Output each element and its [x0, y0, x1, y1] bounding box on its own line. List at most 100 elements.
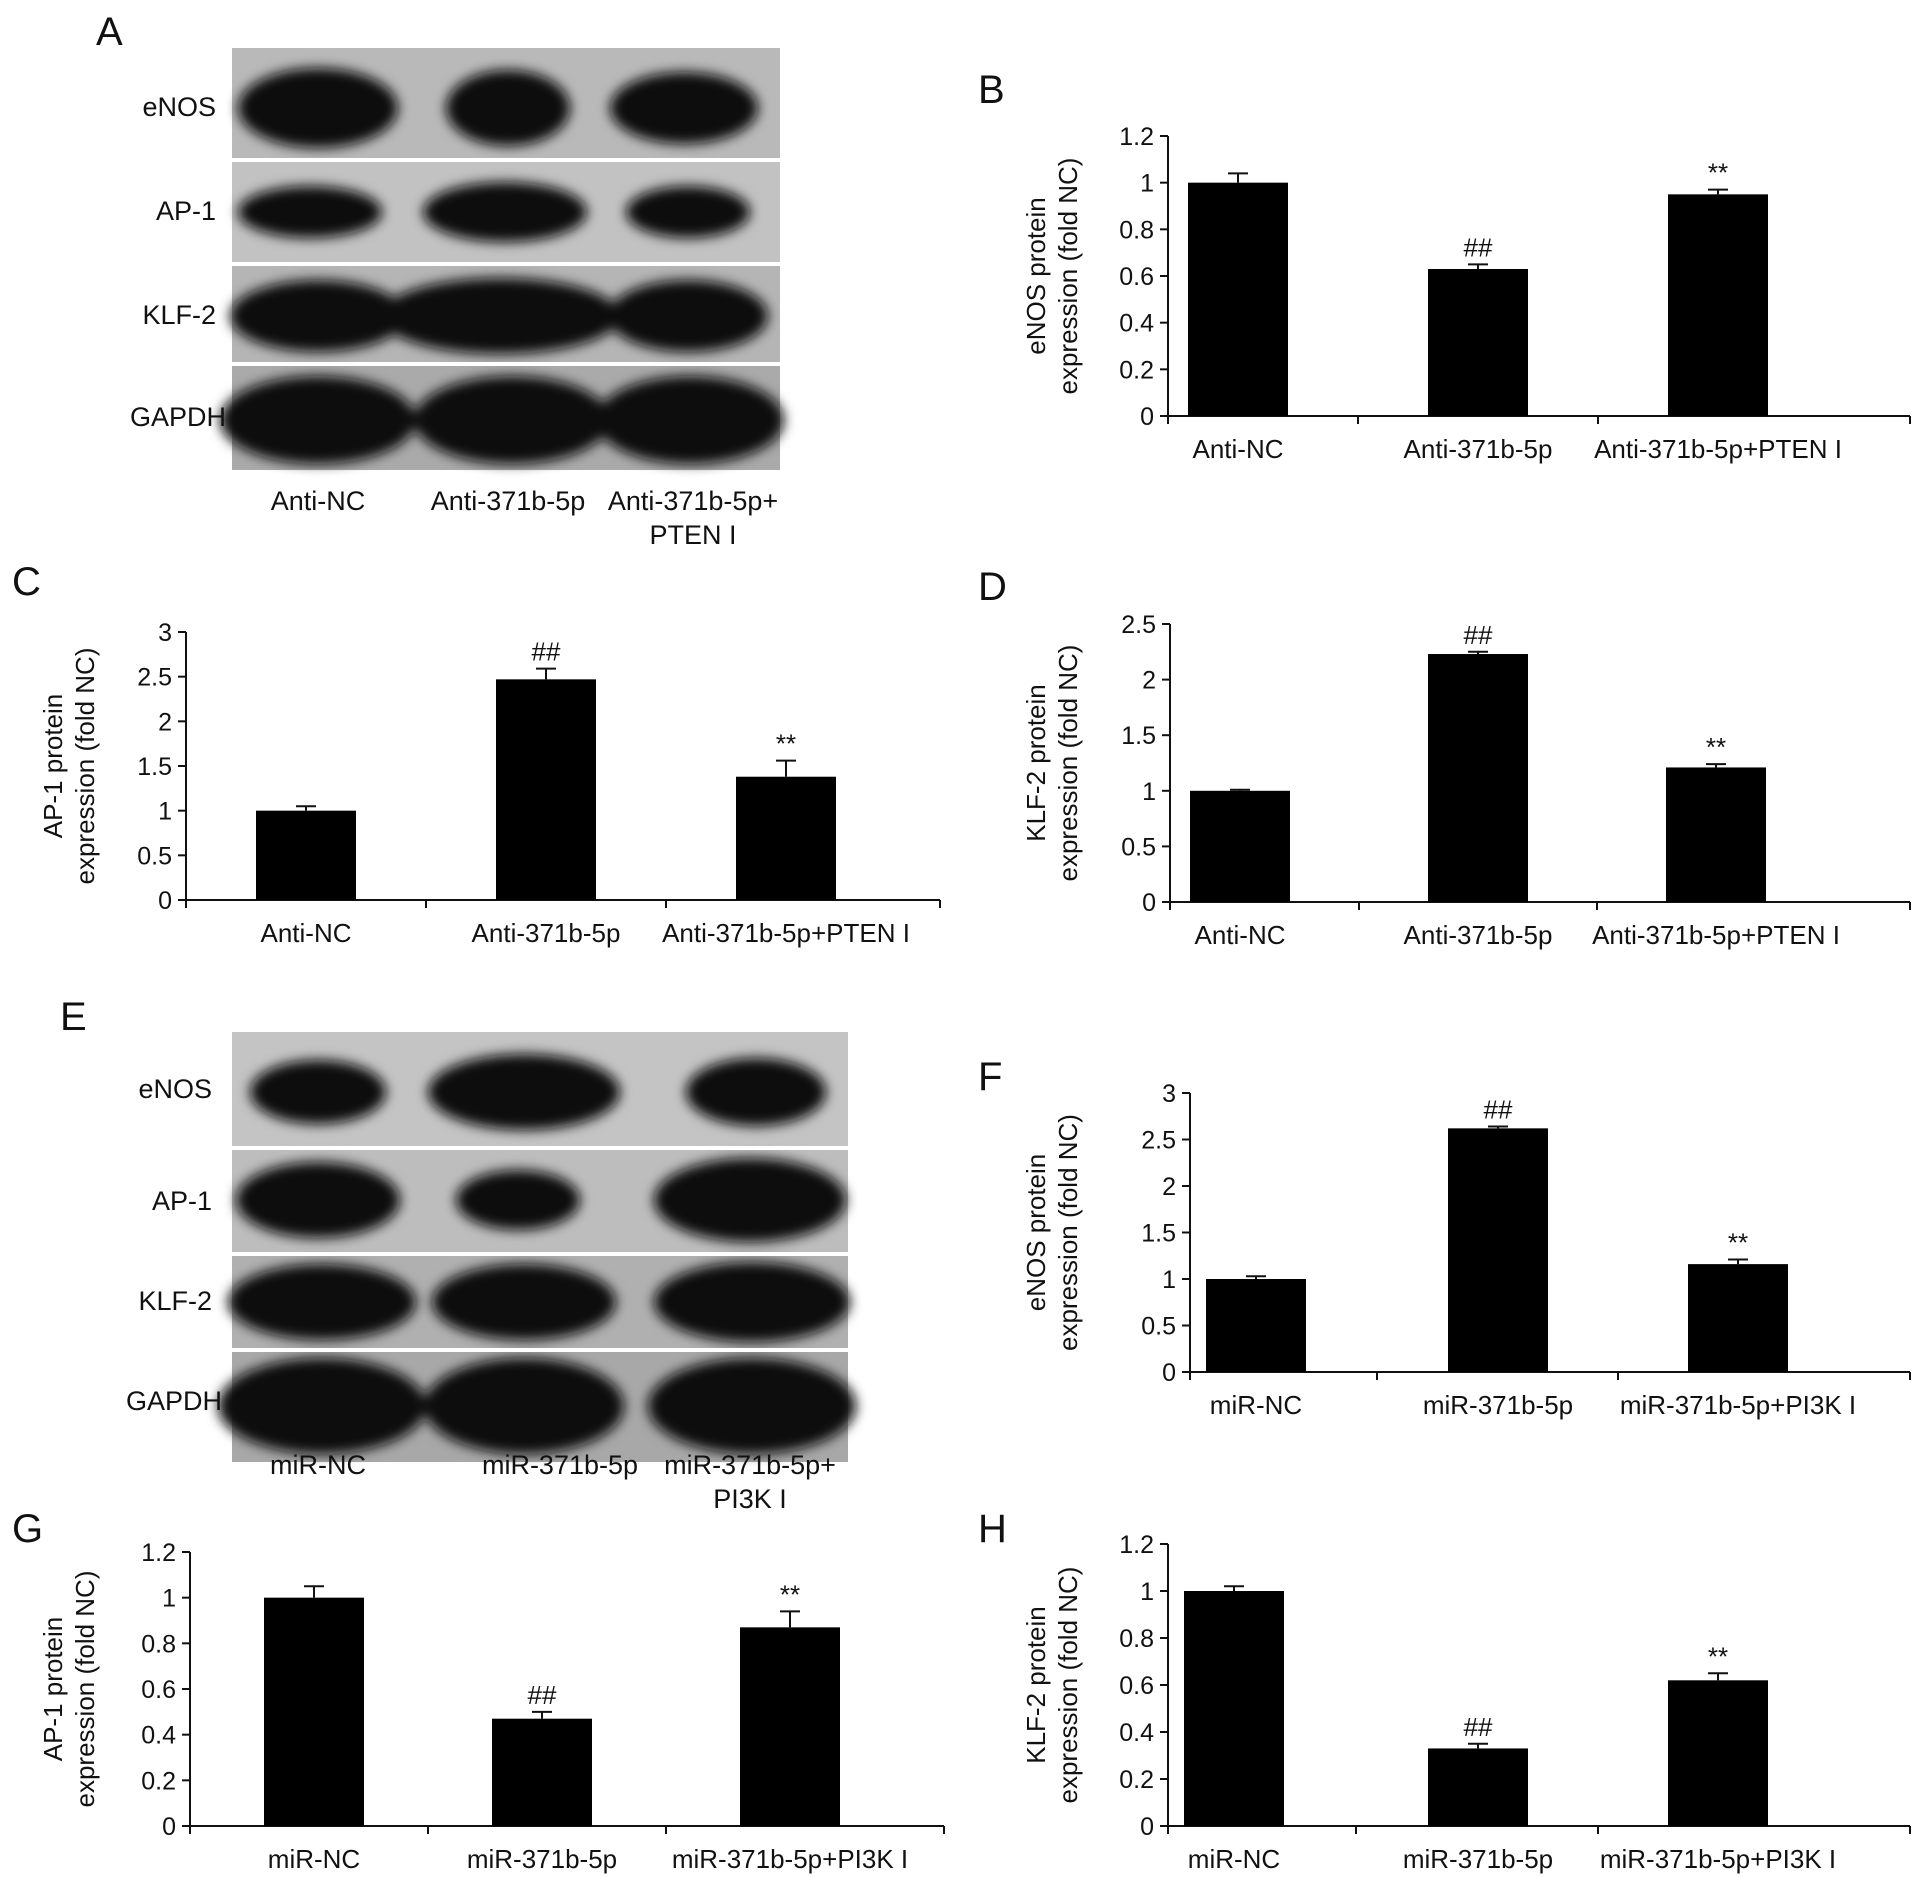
chart-f-significance-label: ## — [1484, 1094, 1513, 1124]
chart-d-y-tick-label: 2 — [1142, 667, 1156, 695]
chart-h-y-axis-label: expression (fold NC) — [1053, 1567, 1083, 1804]
chart-f: 0 0.5 1 1.5 2 2.5 3 miR-NC ## miR-371b-5p ** miR-37… — [1021, 1080, 1911, 1420]
chart-h-bar — [1428, 1748, 1528, 1826]
chart-f-category-label: miR-371b-5p+PI3K I — [1620, 1390, 1856, 1420]
blot-e-label-gapdh: GAPDH — [125, 1386, 222, 1416]
chart-g-significance-label: ## — [528, 1680, 557, 1710]
chart-f-y-axis-label: expression (fold NC) — [1053, 1114, 1083, 1351]
chart-h-category-label: miR-371b-5p — [1403, 1844, 1553, 1874]
chart-c-y-axis-label: expression (fold NC) — [70, 648, 100, 885]
chart-h-y-tick-label: 0 — [1140, 1813, 1154, 1841]
chart-f-y-tick-label: 3 — [1162, 1080, 1176, 1108]
chart-f-bar — [1688, 1264, 1788, 1372]
chart-c-category-label: Anti-NC — [260, 918, 351, 948]
chart-g-y-tick-label: 1 — [162, 1585, 176, 1613]
chart-d-bar — [1666, 767, 1766, 902]
chart-h-y-tick-label: 1 — [1140, 1578, 1154, 1606]
western-blot-e-image — [218, 1032, 856, 1462]
chart-f-bar — [1448, 1128, 1548, 1372]
panel-letter-e: E — [60, 995, 87, 1039]
blot-a-label-klf2: KLF-2 — [142, 300, 216, 330]
blot-a-label-enos: eNOS — [142, 92, 216, 122]
blot-a-label-ap1: AP-1 — [155, 196, 216, 226]
chart-c-y-axis-label: AP-1 protein — [38, 694, 68, 839]
chart-g-y-tick-label: 1.2 — [141, 1539, 176, 1567]
chart-b-y-tick-label: 1 — [1140, 170, 1154, 198]
blot-e-label-ap1: AP-1 — [151, 1186, 212, 1216]
chart-b-y-tick-label: 0.8 — [1119, 216, 1154, 244]
blot-a-lane-1: Anti-NC — [270, 486, 366, 516]
chart-g-bar — [492, 1718, 592, 1826]
chart-g-bar — [264, 1597, 364, 1826]
chart-h-y-tick-label: 0.4 — [1119, 1719, 1154, 1747]
chart-b-bar — [1668, 194, 1768, 416]
chart-b-y-tick-label: 1.2 — [1119, 123, 1154, 151]
chart-c-bar — [496, 679, 596, 900]
chart-d-significance-label: ## — [1464, 620, 1493, 650]
chart-b-y-tick-label: 0.2 — [1119, 356, 1154, 384]
chart-b-significance-label: ## — [1464, 232, 1493, 262]
chart-f-category-label: miR-NC — [1210, 1390, 1302, 1420]
chart-d-y-tick-label: 0.5 — [1121, 833, 1156, 861]
panel-letter-b: B — [978, 68, 1005, 112]
chart-g-y-tick-label: 0.6 — [141, 1676, 176, 1704]
chart-c-category-label: Anti-371b-5p — [472, 918, 621, 948]
chart-d-category-label: Anti-371b-5p — [1404, 920, 1553, 950]
chart-f-y-tick-label: 2 — [1162, 1173, 1176, 1201]
chart-f-significance-label: ** — [1728, 1227, 1748, 1257]
panel-letter-a: A — [96, 10, 123, 54]
chart-b-significance-label: ** — [1708, 158, 1728, 188]
chart-c-bar — [256, 810, 356, 900]
chart-h-y-axis-label: KLF-2 protein — [1021, 1606, 1051, 1764]
blot-e-lane-2: miR-371b-5p — [481, 1450, 639, 1480]
panel-letter-h: H — [978, 1507, 1007, 1551]
chart-b-bar — [1428, 269, 1528, 416]
chart-h-y-tick-label: 1.2 — [1119, 1531, 1154, 1559]
chart-b-bar — [1188, 182, 1288, 416]
chart-d-significance-label: ** — [1706, 732, 1726, 762]
blot-e-label-enos: eNOS — [138, 1074, 212, 1104]
chart-f-y-tick-label: 1 — [1162, 1266, 1176, 1294]
chart-g-y-tick-label: 0 — [162, 1813, 176, 1841]
blot-a-lane-3: Anti-371b-5p+ PTEN I — [607, 486, 779, 550]
chart-c-significance-label: ** — [776, 729, 796, 759]
chart-c-y-tick-label: 0.5 — [137, 842, 172, 870]
chart-g-category-label: miR-371b-5p — [467, 1844, 617, 1874]
chart-h: 0 0.2 0.4 0.6 0.8 1 1.2 miR-NC ## miR-371b-5p ** mi… — [1021, 1531, 1911, 1874]
chart-b-y-axis-label: eNOS protein — [1021, 197, 1051, 355]
chart-b-y-tick-label: 0.4 — [1119, 310, 1154, 338]
chart-h-significance-label: ** — [1708, 1641, 1728, 1671]
western-blot-a-image — [220, 48, 784, 470]
chart-b: 0 0.2 0.4 0.6 0.8 1 1.2 Anti-NC ## Anti-371b-5p **… — [1021, 123, 1911, 464]
chart-g-y-tick-label: 0.4 — [141, 1722, 176, 1750]
chart-g-y-tick-label: 0.8 — [141, 1630, 176, 1658]
chart-g-y-tick-label: 0.2 — [141, 1767, 176, 1795]
chart-h-y-tick-label: 0.6 — [1119, 1672, 1154, 1700]
chart-b-category-label: Anti-NC — [1192, 434, 1283, 464]
chart-c-y-tick-label: 0 — [158, 887, 172, 915]
chart-d-bar — [1190, 790, 1290, 902]
chart-g-significance-label: ** — [780, 1579, 800, 1609]
chart-d-bar — [1428, 654, 1528, 902]
chart-h-category-label: miR-NC — [1188, 1844, 1280, 1874]
chart-g: 0 0.2 0.4 0.6 0.8 1 1.2 miR-NC ## miR-371b-5p ** mi… — [38, 1539, 945, 1874]
chart-g-bar — [740, 1627, 840, 1826]
chart-c-bar — [736, 776, 836, 900]
chart-b-category-label: Anti-371b-5p+PTEN I — [1594, 434, 1842, 464]
chart-d-category-label: Anti-NC — [1194, 920, 1285, 950]
chart-b-y-tick-label: 0.6 — [1119, 263, 1154, 291]
chart-b-category-label: Anti-371b-5p — [1404, 434, 1553, 464]
panel-letter-f: F — [978, 1055, 1003, 1099]
chart-d-y-tick-label: 2.5 — [1121, 611, 1156, 639]
panel-letter-d: D — [978, 565, 1007, 609]
blot-a-lane-2: Anti-371b-5p — [430, 486, 586, 516]
chart-b-y-axis-label: expression (fold NC) — [1053, 158, 1083, 395]
chart-d-y-tick-label: 1 — [1142, 778, 1156, 806]
chart-c-significance-label: ## — [532, 637, 561, 667]
chart-c-category-label: Anti-371b-5p+PTEN I — [662, 918, 910, 948]
chart-f-y-tick-label: 0 — [1162, 1359, 1176, 1387]
chart-h-bar — [1668, 1680, 1768, 1826]
panel-letter-g: G — [12, 1507, 44, 1551]
panel-letter-c: C — [12, 560, 41, 604]
